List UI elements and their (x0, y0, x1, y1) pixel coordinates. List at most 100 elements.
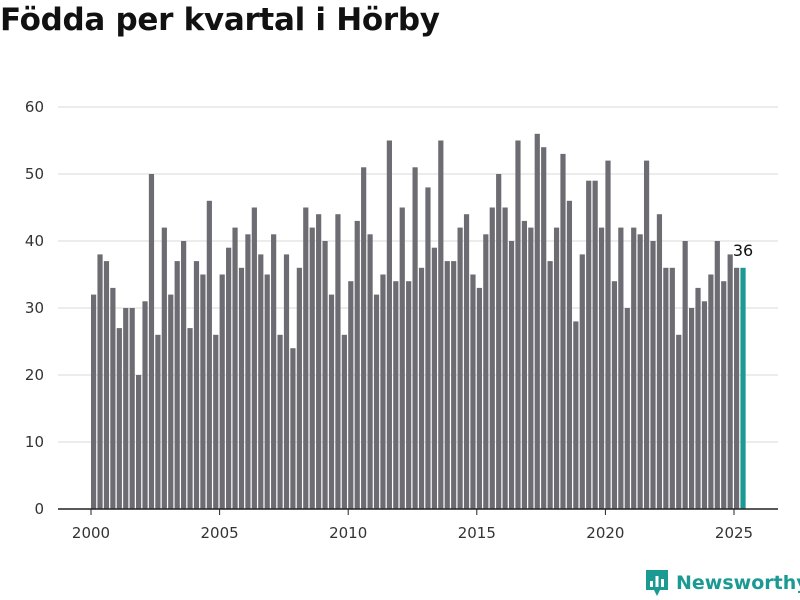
x-tick-label: 2005 (201, 524, 239, 542)
bar (669, 267, 675, 509)
bar (277, 334, 283, 509)
bar (399, 207, 405, 509)
bar (418, 267, 425, 509)
bar (206, 200, 212, 510)
x-tick-label: 2015 (458, 524, 496, 542)
y-tick-label: 20 (25, 366, 44, 384)
bar (663, 267, 669, 509)
bar (142, 301, 148, 509)
bar (322, 241, 328, 509)
bar (688, 308, 695, 509)
bar (727, 254, 733, 509)
bar (283, 254, 290, 509)
chart-title: Födda per kvartal i Hörby (0, 2, 440, 38)
bar (148, 174, 155, 509)
bar (264, 274, 270, 509)
y-tick-label: 30 (25, 299, 44, 317)
bar (476, 287, 482, 509)
y-tick-label: 60 (25, 98, 44, 116)
latest-value-label: 36 (733, 241, 753, 260)
bar (714, 241, 720, 509)
x-tick-label: 2020 (586, 524, 624, 542)
bar (361, 167, 367, 510)
y-tick-label: 0 (34, 500, 44, 518)
bar (496, 174, 502, 509)
bar (290, 348, 296, 509)
bar (245, 234, 251, 510)
highlight-bar (740, 267, 746, 509)
bar (695, 287, 701, 509)
bar (271, 234, 277, 510)
bar (586, 180, 592, 509)
bar (451, 261, 457, 509)
bar (598, 227, 605, 509)
bar (412, 167, 418, 510)
bar (553, 227, 560, 509)
bar (508, 241, 515, 509)
bar (637, 234, 643, 510)
bar (328, 294, 335, 509)
bar (566, 200, 573, 510)
bar (296, 267, 302, 509)
bar (309, 227, 315, 509)
bar (547, 261, 553, 509)
bar (470, 274, 476, 509)
bar (444, 261, 450, 509)
brand-name: Newsworthy (676, 572, 800, 594)
bar (258, 254, 264, 509)
bar (560, 153, 566, 509)
x-tick-label: 2000 (72, 524, 110, 542)
bar (335, 214, 341, 509)
bar (238, 267, 245, 509)
bar (373, 294, 380, 509)
bar (534, 133, 540, 510)
bar (483, 234, 489, 510)
bar (367, 234, 373, 510)
x-axis: 2000 2005 2010 2015 2020 2025 (72, 509, 753, 542)
bar (161, 227, 167, 509)
bar (187, 328, 193, 509)
bar (348, 281, 354, 509)
bar (618, 227, 624, 509)
bar (386, 140, 392, 509)
bar (528, 227, 534, 509)
bar (463, 214, 470, 509)
bar (521, 220, 528, 509)
bar (579, 254, 585, 509)
bar (136, 375, 142, 509)
bar (174, 261, 180, 509)
bar (643, 160, 650, 509)
bar (457, 227, 463, 509)
annotations: 36 (733, 241, 753, 260)
bar (354, 220, 360, 509)
bar (200, 274, 206, 509)
bar (438, 140, 444, 509)
bar (316, 214, 322, 509)
bar (502, 207, 508, 509)
bar (656, 214, 663, 509)
bar (91, 294, 97, 509)
y-tick-label: 50 (25, 165, 44, 183)
bar (103, 261, 110, 509)
bar (650, 241, 656, 509)
bar (631, 227, 637, 509)
bar (515, 140, 521, 509)
bar (624, 308, 630, 509)
bar (380, 274, 386, 509)
bar (116, 328, 122, 509)
y-tick-label: 10 (25, 433, 44, 451)
bar (341, 334, 347, 509)
newsworthy-logo: Newsworthy (644, 568, 800, 598)
bar (213, 334, 219, 509)
bar (110, 287, 116, 509)
bar (219, 274, 225, 509)
bar (97, 254, 103, 509)
bar (193, 261, 200, 509)
bar (232, 227, 238, 509)
bar (676, 334, 682, 509)
y-tick-label: 40 (25, 232, 44, 250)
bar (431, 247, 437, 509)
bar (393, 281, 399, 509)
bar (123, 308, 129, 509)
